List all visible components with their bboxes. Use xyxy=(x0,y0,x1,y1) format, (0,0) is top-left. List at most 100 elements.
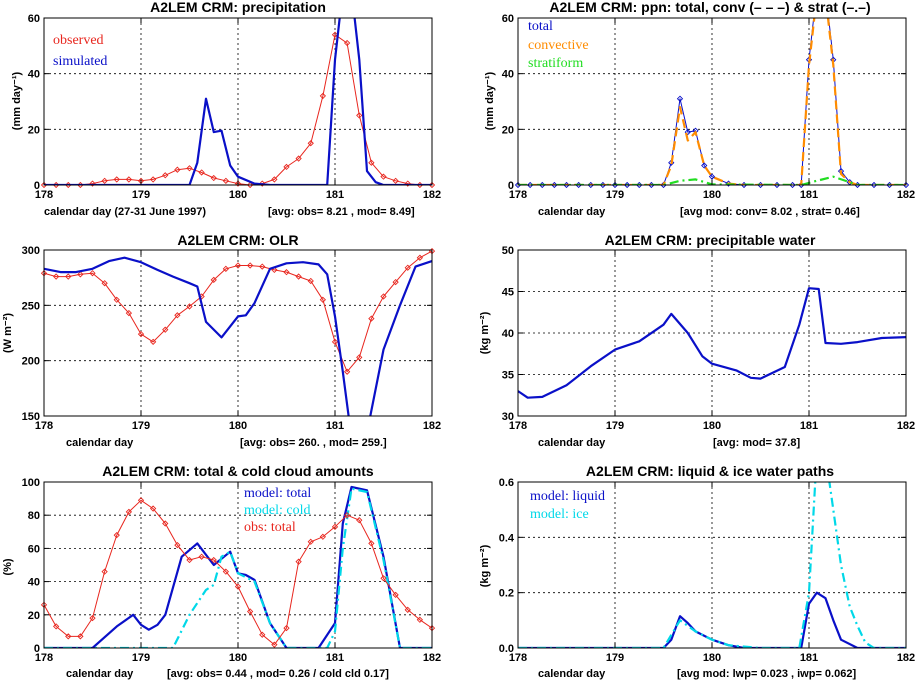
panel-cloud-amounts: A2LEM CRM: total & cold cloud amounts (%… xyxy=(2,463,389,680)
panel-olr: A2LEM CRM: OLR (W m⁻²) calendar day [avg… xyxy=(2,232,387,449)
x-tick-label: 179 xyxy=(606,420,624,432)
series-line-total xyxy=(518,18,906,185)
x-tick-label: 180 xyxy=(703,189,721,201)
y-tick-label: 0.0 xyxy=(499,643,514,655)
x-tick-label: 180 xyxy=(703,652,721,664)
x-tick-label: 180 xyxy=(229,189,247,201)
data-point xyxy=(210,556,217,564)
data-point xyxy=(149,338,157,345)
y-tick-label: 30 xyxy=(502,411,514,423)
data-point xyxy=(246,262,254,269)
y-axis-label: (W m⁻²) xyxy=(2,313,14,353)
data-point xyxy=(295,558,302,565)
data-point xyxy=(319,92,327,100)
data-point xyxy=(101,568,108,575)
y-tick-label: 20 xyxy=(28,610,40,622)
data-point xyxy=(283,268,290,276)
x-tick-label: 180 xyxy=(229,420,247,432)
x-tick-label: 180 xyxy=(229,652,247,664)
x-tick-label: 178 xyxy=(509,652,527,664)
y-tick-label: 0.4 xyxy=(499,532,515,544)
y-tick-label: 150 xyxy=(22,411,40,423)
data-point xyxy=(52,273,60,280)
y-axis-label: (%) xyxy=(2,558,14,575)
y-tick-label: 35 xyxy=(502,370,514,382)
plot-area-1: 178 179 180 181 182 0 20 40 60 xyxy=(502,13,915,201)
series-line-model-cold xyxy=(44,487,432,648)
x-tick-label: 178 xyxy=(35,189,53,201)
data-point xyxy=(113,176,120,183)
data-point xyxy=(307,140,314,147)
chart-title: A2LEM CRM: precipitation xyxy=(150,0,326,15)
y-axis-label: (mm day⁻¹) xyxy=(11,71,23,130)
y-tick-label: 40 xyxy=(502,69,514,81)
data-point xyxy=(89,270,96,277)
data-point xyxy=(392,278,399,286)
data-point xyxy=(162,326,169,333)
data-point xyxy=(307,277,314,285)
data-point xyxy=(113,531,120,539)
data-point xyxy=(174,166,181,173)
data-point xyxy=(343,368,351,375)
y-tick-label: 200 xyxy=(22,356,40,368)
average-annotation: [avg: obs= 260. , mod= 259.] xyxy=(240,437,387,449)
legend-model-liquid: model: liquid xyxy=(530,489,605,504)
chart-title: A2LEM CRM: total & cold cloud amounts xyxy=(102,463,374,479)
x-tick-label: 180 xyxy=(703,420,721,432)
x-tick-label: 179 xyxy=(606,652,624,664)
plot-area-2: 178 179 180 181 182 150 200 250 300 xyxy=(22,245,442,432)
x-tick-label: 181 xyxy=(800,189,818,201)
series-line-model-ice xyxy=(518,482,906,648)
data-point xyxy=(65,273,72,280)
y-tick-label: 0 xyxy=(508,180,514,192)
legend-convective: convective xyxy=(528,38,589,53)
data-point xyxy=(101,280,108,287)
data-point xyxy=(234,180,242,187)
data-point xyxy=(368,159,375,166)
x-tick-label: 181 xyxy=(800,652,818,664)
y-tick-label: 40 xyxy=(28,577,40,589)
x-tick-label: 182 xyxy=(423,189,441,201)
x-tick-label: 181 xyxy=(326,652,344,664)
chart-title: A2LEM CRM: OLR xyxy=(177,232,298,248)
data-point xyxy=(331,523,339,530)
legend-simulated: simulated xyxy=(53,54,107,69)
data-point xyxy=(404,264,411,271)
data-point xyxy=(331,31,339,38)
x-axis-label: calendar day (27-31 June 1997) xyxy=(44,206,206,218)
y-tick-label: 0.6 xyxy=(499,477,514,489)
y-tick-label: 20 xyxy=(28,124,40,136)
data-point xyxy=(137,330,145,338)
data-point xyxy=(125,508,133,516)
average-annotation: [avg mod: conv= 8.02 , strat= 0.46] xyxy=(680,206,860,218)
plot-area-0: 178 179 180 181 182 0 20 40 60 xyxy=(28,13,441,201)
data-point xyxy=(392,177,399,184)
x-tick-label: 181 xyxy=(326,189,344,201)
data-point xyxy=(259,631,266,638)
data-point xyxy=(701,162,708,169)
data-point xyxy=(380,173,387,180)
panel-precipitation: A2LEM CRM: precipitation (mm day⁻¹) cale… xyxy=(11,0,415,218)
data-point xyxy=(319,296,327,303)
data-point xyxy=(186,303,193,310)
data-point xyxy=(708,173,716,180)
chart-title: A2LEM CRM: precipitable water xyxy=(605,232,816,248)
y-tick-label: 20 xyxy=(502,124,514,136)
y-axis-label: (mm day⁻¹) xyxy=(484,71,496,130)
data-point xyxy=(331,338,339,345)
x-tick-label: 178 xyxy=(509,420,527,432)
data-point xyxy=(259,180,266,187)
data-point xyxy=(198,553,205,560)
data-point xyxy=(101,177,108,184)
data-point xyxy=(89,180,96,187)
y-axis-label: (kg m⁻²) xyxy=(479,544,491,587)
data-point xyxy=(271,176,278,183)
data-point xyxy=(234,583,242,590)
y-tick-label: 250 xyxy=(22,300,40,312)
x-tick-label: 182 xyxy=(897,420,915,432)
x-tick-label: 179 xyxy=(132,420,150,432)
data-point xyxy=(149,176,157,183)
data-point xyxy=(271,641,278,648)
data-point xyxy=(404,606,411,613)
